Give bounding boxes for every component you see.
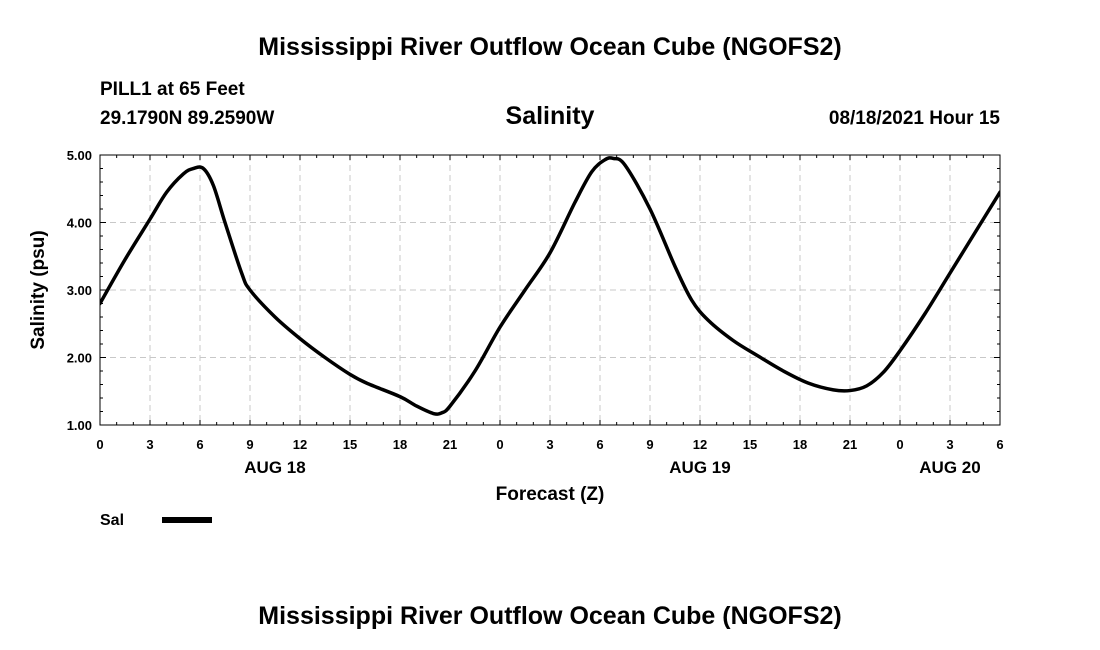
station-label: PILL1 at 65 Feet <box>100 79 245 100</box>
y-tick-labels: 1.00 2.00 3.00 4.00 5.00 <box>67 148 92 433</box>
footer-title: Mississippi River Outflow Ocean Cube (NG… <box>258 602 841 630</box>
x-tick-label: 21 <box>843 437 857 452</box>
y-tick-label: 4.00 <box>67 216 92 231</box>
x-tick-label: 3 <box>946 437 953 452</box>
x-tick-label: 9 <box>246 437 253 452</box>
x-tick-label: 15 <box>743 437 757 452</box>
chart-title: Mississippi River Outflow Ocean Cube (NG… <box>258 33 841 61</box>
x-tick-label: 12 <box>293 437 307 452</box>
y-tick-label: 2.00 <box>67 351 92 366</box>
x-tick-label: 9 <box>646 437 653 452</box>
x-tick-label: 6 <box>196 437 203 452</box>
y-tick-label: 5.00 <box>67 148 92 163</box>
y-tick-label: 3.00 <box>67 283 92 298</box>
date-label: AUG 18 <box>244 458 305 477</box>
x-tick-label: 0 <box>96 437 103 452</box>
y-tick-label: 1.00 <box>67 418 92 433</box>
x-tick-label: 18 <box>393 437 407 452</box>
date-label: AUG 19 <box>669 458 730 477</box>
date-label: AUG 20 <box>919 458 980 477</box>
legend: Sal <box>100 512 212 529</box>
x-tick-label: 6 <box>596 437 603 452</box>
x-tick-labels: 0 3 6 9 12 15 18 21 0 3 6 9 12 15 18 21 0 3 6 <box>96 437 1003 452</box>
run-time: 08/18/2021 Hour 15 <box>829 108 1001 129</box>
x-tick-label: 15 <box>343 437 357 452</box>
station-coords: 29.1790N 89.2590W <box>100 108 274 129</box>
plot-area <box>99 154 1001 426</box>
y-axis-label: Salinity (psu) <box>28 230 49 349</box>
x-tick-label: 21 <box>443 437 457 452</box>
x-tick-label: 18 <box>793 437 807 452</box>
plot-frame <box>99 154 1001 426</box>
legend-label-sal: Sal <box>100 512 124 529</box>
date-labels: AUG 18 AUG 19 AUG 20 <box>244 458 980 477</box>
x-tick-label: 3 <box>546 437 553 452</box>
series-line-sal <box>100 156 1000 416</box>
x-tick-label: 12 <box>693 437 707 452</box>
x-tick-label: 6 <box>996 437 1003 452</box>
x-tick-label: 0 <box>496 437 503 452</box>
x-axis-label: Forecast (Z) <box>496 484 605 505</box>
series-layer <box>100 156 1000 416</box>
x-tick-label: 0 <box>896 437 903 452</box>
variable-title: Salinity <box>506 102 595 130</box>
grid-lines <box>100 155 1000 425</box>
x-tick-label: 3 <box>146 437 153 452</box>
